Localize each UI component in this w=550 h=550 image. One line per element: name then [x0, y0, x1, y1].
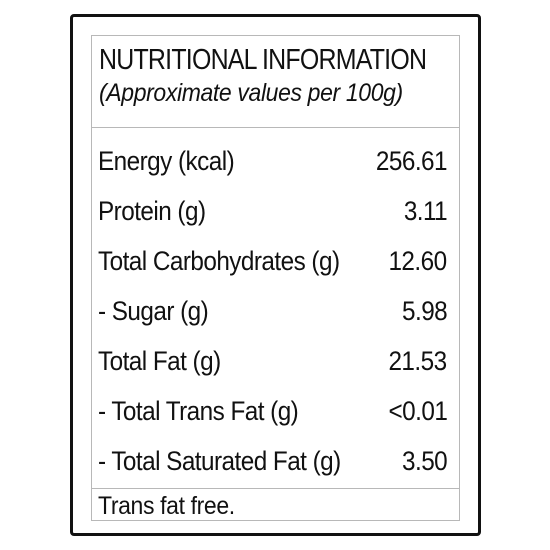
nutrient-row-protein: Protein (g) 3.11 [92, 186, 459, 236]
nutrient-value: <0.01 [388, 396, 447, 426]
nutrient-value: 5.98 [401, 296, 448, 326]
label-header: NUTRITIONAL INFORMATION (Approximate val… [92, 36, 459, 128]
nutrient-value: 3.11 [403, 196, 448, 226]
nutrient-value: 256.61 [375, 146, 448, 176]
nutrient-label: - Sugar (g) [98, 296, 209, 326]
nutrient-label: - Total Saturated Fat (g) [98, 446, 341, 476]
label-footer: Trans fat free. [92, 488, 459, 522]
nutrient-label: - Total Trans Fat (g) [98, 396, 299, 426]
nutrient-row-total-fat: Total Fat (g) 21.53 [92, 336, 459, 386]
label-title: NUTRITIONAL INFORMATION [99, 44, 427, 76]
nutrient-label: Energy (kcal) [98, 146, 235, 176]
nutrient-label: Total Fat (g) [98, 346, 221, 376]
nutrient-row-carbohydrates: Total Carbohydrates (g) 12.60 [92, 236, 459, 286]
nutrition-label: NUTRITIONAL INFORMATION (Approximate val… [70, 14, 481, 536]
nutrient-value: 21.53 [388, 346, 448, 376]
nutrient-row-trans-fat: - Total Trans Fat (g) <0.01 [92, 386, 459, 436]
nutrient-value: 3.50 [401, 446, 448, 476]
footer-note: Trans fat free. [98, 492, 235, 520]
nutrient-value: 12.60 [388, 246, 448, 276]
nutrient-rows: Energy (kcal) 256.61 Protein (g) 3.11 To… [92, 136, 459, 486]
nutrient-row-saturated-fat: - Total Saturated Fat (g) 3.50 [92, 436, 459, 486]
nutrition-table: NUTRITIONAL INFORMATION (Approximate val… [91, 35, 460, 521]
nutrient-label: Total Carbohydrates (g) [98, 246, 340, 276]
label-subtitle: (Approximate values per 100g) [99, 79, 403, 107]
nutrient-row-sugar: - Sugar (g) 5.98 [92, 286, 459, 336]
nutrient-row-energy: Energy (kcal) 256.61 [92, 136, 459, 186]
nutrient-label: Protein (g) [98, 196, 206, 226]
